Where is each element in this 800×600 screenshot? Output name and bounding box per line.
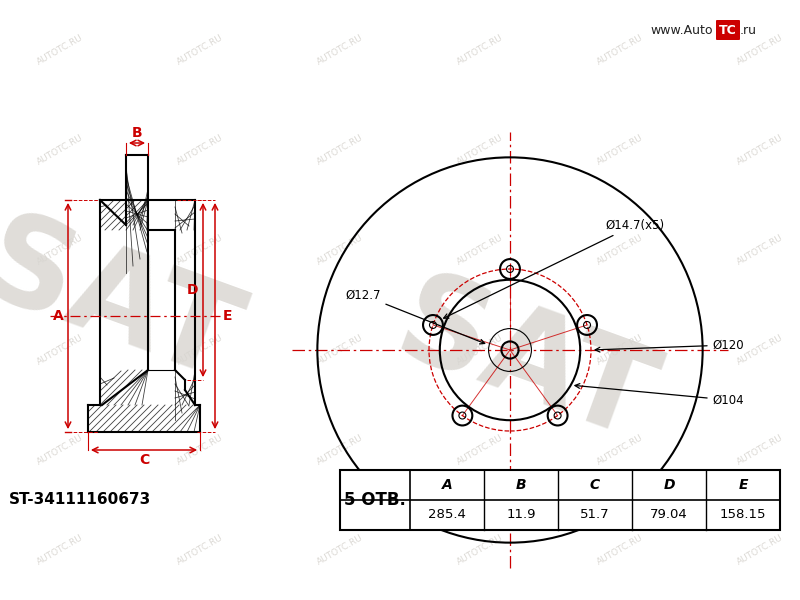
Text: AUTOTC.RU: AUTOTC.RU	[175, 133, 225, 167]
Text: AUTOTC.RU: AUTOTC.RU	[175, 333, 225, 367]
Text: ST-34111160673: ST-34111160673	[9, 493, 151, 508]
Text: AUTOTC.RU: AUTOTC.RU	[455, 333, 505, 367]
Text: AUTOTC.RU: AUTOTC.RU	[735, 433, 785, 467]
Text: 285.4: 285.4	[428, 509, 466, 521]
Text: AUTOTC.RU: AUTOTC.RU	[735, 33, 785, 67]
Text: AUTOTC.RU: AUTOTC.RU	[35, 233, 85, 267]
Text: AUTOTC.RU: AUTOTC.RU	[315, 133, 365, 167]
Text: Ø104: Ø104	[575, 383, 744, 407]
Text: AUTOTC.RU: AUTOTC.RU	[735, 133, 785, 167]
Text: C: C	[139, 453, 149, 467]
Text: 79.04: 79.04	[650, 509, 688, 521]
Text: AUTOTC.RU: AUTOTC.RU	[595, 333, 645, 367]
Text: AUTOTC.RU: AUTOTC.RU	[35, 533, 85, 567]
Text: AUTOTC.RU: AUTOTC.RU	[455, 433, 505, 467]
Text: E: E	[738, 478, 748, 492]
Text: SAT: SAT	[0, 203, 254, 407]
Text: AUTOTC.RU: AUTOTC.RU	[735, 333, 785, 367]
Text: AUTOTC.RU: AUTOTC.RU	[315, 233, 365, 267]
Text: D: D	[187, 283, 198, 297]
Text: AUTOTC.RU: AUTOTC.RU	[35, 133, 85, 167]
Text: AUTOTC.RU: AUTOTC.RU	[735, 233, 785, 267]
Text: AUTOTC.RU: AUTOTC.RU	[175, 533, 225, 567]
Text: AUTOTC.RU: AUTOTC.RU	[455, 533, 505, 567]
Text: 11.9: 11.9	[506, 509, 536, 521]
Text: AUTOTC.RU: AUTOTC.RU	[455, 33, 505, 67]
Text: 51.7: 51.7	[580, 509, 610, 521]
Bar	[340, 470, 780, 530]
Text: 5 ОТВ.: 5 ОТВ.	[344, 491, 406, 509]
Text: AUTOTC.RU: AUTOTC.RU	[595, 133, 645, 167]
Text: AUTOTC.RU: AUTOTC.RU	[315, 33, 365, 67]
Text: 158.15: 158.15	[720, 509, 766, 521]
Text: AUTOTC.RU: AUTOTC.RU	[315, 333, 365, 367]
Text: A: A	[442, 478, 452, 492]
Text: AUTOTC.RU: AUTOTC.RU	[595, 233, 645, 267]
Text: AUTOTC.RU: AUTOTC.RU	[35, 333, 85, 367]
Text: .ru: .ru	[740, 23, 757, 37]
Text: TC: TC	[719, 23, 737, 37]
Text: AUTOTC.RU: AUTOTC.RU	[595, 33, 645, 67]
Text: B: B	[516, 478, 526, 492]
Text: Ø14.7(x5): Ø14.7(x5)	[444, 218, 664, 318]
Text: Ø120: Ø120	[595, 338, 744, 352]
Text: C: C	[590, 478, 600, 492]
Text: Ø12.7: Ø12.7	[345, 289, 485, 344]
Text: D: D	[663, 478, 674, 492]
Text: A: A	[53, 309, 63, 323]
Text: AUTOTC.RU: AUTOTC.RU	[35, 433, 85, 467]
Text: AUTOTC.RU: AUTOTC.RU	[595, 433, 645, 467]
Text: AUTOTC.RU: AUTOTC.RU	[175, 33, 225, 67]
Text: SAT: SAT	[381, 263, 669, 467]
Text: AUTOTC.RU: AUTOTC.RU	[595, 533, 645, 567]
Text: AUTOTC.RU: AUTOTC.RU	[315, 533, 365, 567]
Text: AUTOTC.RU: AUTOTC.RU	[35, 33, 85, 67]
Text: B: B	[132, 126, 142, 140]
FancyBboxPatch shape	[716, 20, 740, 40]
Text: AUTOTC.RU: AUTOTC.RU	[315, 433, 365, 467]
Text: E: E	[222, 309, 232, 323]
Text: AUTOTC.RU: AUTOTC.RU	[455, 233, 505, 267]
Text: AUTOTC.RU: AUTOTC.RU	[455, 133, 505, 167]
Text: www.Auto: www.Auto	[650, 23, 713, 37]
Text: AUTOTC.RU: AUTOTC.RU	[735, 533, 785, 567]
Text: AUTOTC.RU: AUTOTC.RU	[175, 233, 225, 267]
Text: AUTOTC.RU: AUTOTC.RU	[175, 433, 225, 467]
